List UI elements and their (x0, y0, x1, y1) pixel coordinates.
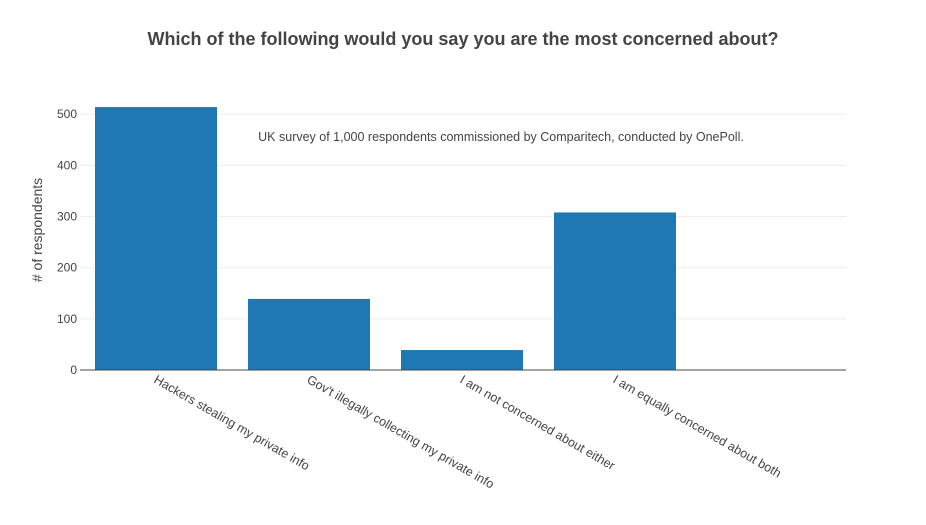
bar (401, 350, 523, 370)
y-tick-label: 400 (57, 158, 77, 172)
y-tick-label: 500 (57, 107, 77, 121)
bar (554, 212, 676, 370)
chart-title: Which of the following would you say you… (147, 29, 778, 49)
y-tick-label: 200 (57, 261, 77, 275)
y-tick-label: 300 (57, 210, 77, 224)
bar-layer (95, 107, 676, 371)
chart-annotation: UK survey of 1,000 respondents commissio… (258, 130, 744, 144)
bar (248, 298, 370, 370)
bar (95, 107, 217, 371)
y-tick-label: 100 (57, 312, 77, 326)
y-axis-label: # of respondents (29, 178, 45, 282)
y-tick-label: 0 (70, 363, 77, 377)
